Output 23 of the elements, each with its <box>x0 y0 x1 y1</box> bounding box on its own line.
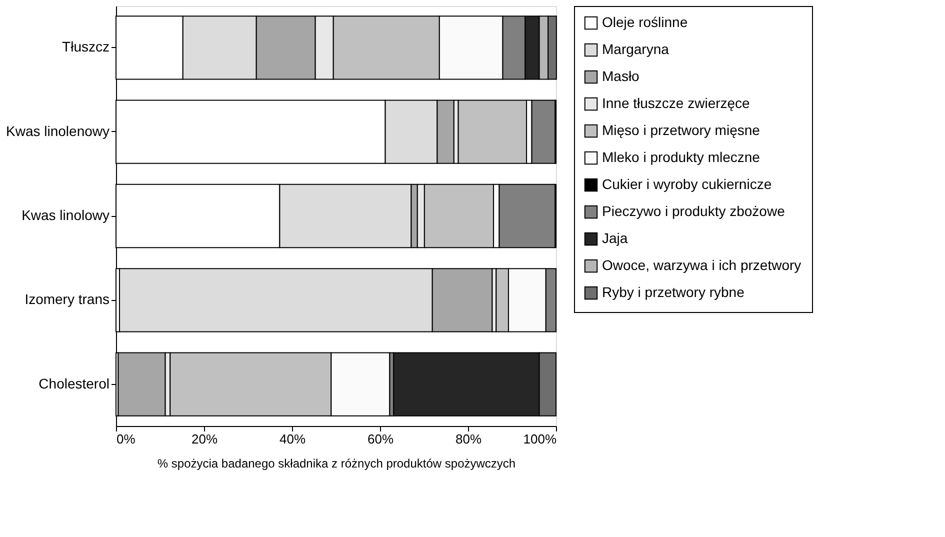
y-tick-label: Tłuszcz <box>62 38 110 55</box>
x-axis-title: % spożycia badanego składnika z różnych produktów spożywczych <box>157 456 516 470</box>
legend-label: Ryby i przetwory rybne <box>602 284 745 300</box>
x-tick-label: 20% <box>191 432 218 446</box>
x-tick-label: 100% <box>523 432 557 446</box>
legend-label: Mleko i produkty mleczne <box>602 149 760 165</box>
x-tick-label: 80% <box>455 432 482 446</box>
legend-label: Oleje roślinne <box>602 14 688 30</box>
x-tick-label: 60% <box>367 432 394 446</box>
legend-label: Inne tłuszcze zwierzęce <box>602 95 750 111</box>
legend-label: Cukier i wyroby cukiernicze <box>602 176 772 192</box>
y-tick-label: Kwas linolenowy <box>6 122 110 139</box>
x-tick-label: 0% <box>116 432 136 446</box>
x-tick-label: 40% <box>279 432 306 446</box>
y-tick-label: Kwas linolowy <box>22 207 110 223</box>
legend-label: Margaryna <box>602 41 670 57</box>
legend-label: Owoce, warzywa i ich przetwory <box>602 257 802 273</box>
y-tick-label: Izomery trans <box>24 291 110 308</box>
legend-label: Masło <box>602 68 640 84</box>
legend-label: Mięso i przetwory mięsne <box>602 122 760 138</box>
legend-label: Jaja <box>602 230 628 246</box>
y-tick-label: Cholesterol <box>38 375 110 392</box>
legend-label: Pieczywo i produkty zbożowe <box>602 203 786 219</box>
